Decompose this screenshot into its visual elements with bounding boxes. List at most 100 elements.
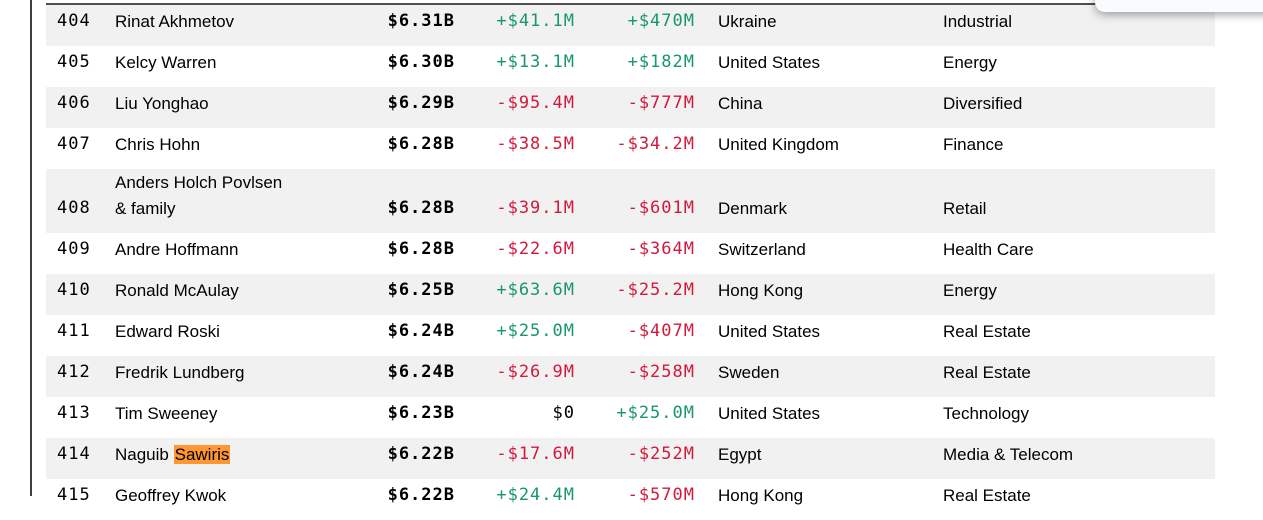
industry-cell: Health Care: [943, 239, 1034, 259]
rank-cell: 410: [57, 279, 91, 300]
daily-change-cell: -$38.5M: [496, 133, 575, 154]
country-cell: Hong Kong: [718, 485, 804, 505]
rank-cell: 413: [57, 402, 91, 423]
name-cell: Liu Yonghao: [115, 93, 209, 113]
name-cell: Andre Hoffmann: [115, 239, 239, 259]
name-cell: Edward Roski: [115, 321, 220, 341]
ytd-change-cell: -$777M: [627, 92, 695, 113]
ytd-change-cell: +$25.0M: [616, 402, 695, 423]
industry-cell: Media & Telecom: [943, 444, 1074, 464]
industry-cell: Industrial: [943, 11, 1012, 31]
daily-change-cell: -$17.6M: [496, 443, 575, 464]
ytd-change-cell: -$364M: [627, 238, 695, 259]
name-cell: Tim Sweeney: [115, 403, 218, 423]
industry-cell: Energy: [943, 52, 997, 72]
country-cell: United States: [718, 321, 821, 341]
daily-change-cell: -$95.4M: [496, 92, 575, 113]
industry-cell: Diversified: [943, 93, 1023, 113]
table-row[interactable]: 406 Liu Yonghao $6.29B -$95.4M -$777M China Di…: [46, 87, 1215, 128]
industry-cell: Real Estate: [943, 362, 1031, 382]
rank-cell: 412: [57, 361, 91, 382]
name-cell: Fredrik Lundberg: [115, 362, 245, 382]
industry-cell: Retail: [943, 198, 987, 218]
table-row[interactable]: 410 Ronald McAulay $6.25B +$63.6M -$25.2M Hon…: [46, 274, 1215, 315]
name-cell: Ronald McAulay: [115, 280, 239, 300]
country-cell: United Kingdom: [718, 134, 839, 154]
daily-change-cell: $0: [552, 402, 575, 423]
rank-cell: 415: [57, 484, 91, 505]
name-cell: Geoffrey Kwok: [115, 485, 227, 505]
name-cell: Chris Hohn: [115, 134, 201, 154]
daily-change-cell: +$41.1M: [496, 10, 575, 31]
net-worth-cell: $6.22B: [387, 443, 455, 464]
table-row[interactable]: 412 Fredrik Lundberg $6.24B -$26.9M -$258M Sw…: [46, 356, 1215, 397]
country-cell: Egypt: [718, 444, 762, 464]
net-worth-cell: $6.25B: [387, 279, 455, 300]
table-row[interactable]: 405 Kelcy Warren $6.30B +$13.1M +$182M United…: [46, 46, 1215, 87]
rank-cell: 407: [57, 133, 91, 154]
table-row[interactable]: 408 Anders Holch Povlsen & family $6.28B -$…: [46, 169, 1215, 233]
name-cell: Naguib Sawiris: [115, 438, 340, 479]
industry-cell: Technology: [943, 403, 1030, 423]
rank-cell: 411: [57, 320, 91, 341]
net-worth-cell: $6.28B: [387, 133, 455, 154]
industry-cell: Finance: [943, 134, 1004, 154]
net-worth-cell: $6.22B: [387, 484, 455, 505]
table-row[interactable]: 409 Andre Hoffmann $6.28B -$22.6M -$364M Swit…: [46, 233, 1215, 274]
window-edge-divider: [30, 0, 32, 496]
industry-cell: Energy: [943, 280, 997, 300]
net-worth-cell: $6.28B: [387, 238, 455, 259]
net-worth-cell: $6.28B: [387, 197, 455, 218]
table-row[interactable]: 404 Rinat Akhmetov $6.31B +$41.1M +$470M Ukra…: [46, 5, 1215, 46]
ytd-change-cell: -$258M: [627, 361, 695, 382]
daily-change-cell: +$63.6M: [496, 279, 575, 300]
country-cell: Hong Kong: [718, 280, 804, 300]
rank-cell: 405: [57, 51, 91, 72]
table-row[interactable]: 414 Naguib Sawiris $6.22B -$17.6M -$252M Egyp…: [46, 438, 1215, 479]
country-cell: China: [718, 93, 763, 113]
page: 404 Rinat Akhmetov $6.31B +$41.1M +$470M Ukra…: [30, 0, 1263, 505]
net-worth-cell: $6.24B: [387, 361, 455, 382]
net-worth-cell: $6.24B: [387, 320, 455, 341]
name-cell: Kelcy Warren: [115, 52, 217, 72]
ytd-change-cell: +$182M: [627, 51, 695, 72]
name-cell: Rinat Akhmetov: [115, 11, 235, 31]
daily-change-cell: +$25.0M: [496, 320, 575, 341]
ytd-change-cell: -$570M: [627, 484, 695, 505]
country-cell: United States: [718, 403, 821, 423]
daily-change-cell: +$24.4M: [496, 484, 575, 505]
daily-change-cell: -$22.6M: [496, 238, 575, 259]
daily-change-cell: +$13.1M: [496, 51, 575, 72]
table-row[interactable]: 411 Edward Roski $6.24B +$25.0M -$407M United…: [46, 315, 1215, 356]
daily-change-cell: -$39.1M: [496, 197, 575, 218]
table-row[interactable]: 415 Geoffrey Kwok $6.22B +$24.4M -$570M Hong …: [46, 479, 1215, 520]
ytd-change-cell: -$34.2M: [616, 133, 695, 154]
rank-cell: 408: [57, 197, 91, 218]
net-worth-cell: $6.31B: [387, 10, 455, 31]
billionaires-table: 404 Rinat Akhmetov $6.31B +$41.1M +$470M Ukra…: [46, 3, 1215, 520]
country-cell: Ukraine: [718, 11, 777, 31]
ytd-change-cell: -$252M: [627, 443, 695, 464]
name-text: Naguib Sawiris: [115, 444, 231, 464]
country-cell: Switzerland: [718, 239, 806, 259]
ytd-change-cell: -$601M: [627, 197, 695, 218]
table-row[interactable]: 413 Tim Sweeney $6.23B $0 +$25.0M United Stat…: [46, 397, 1215, 438]
industry-cell: Real Estate: [943, 485, 1031, 505]
country-cell: Sweden: [718, 362, 780, 382]
search-match-highlight: Sawiris: [173, 444, 231, 464]
net-worth-cell: $6.29B: [387, 92, 455, 113]
rank-cell: 404: [57, 10, 91, 31]
table-row[interactable]: 407 Chris Hohn $6.28B -$38.5M -$34.2M United …: [46, 128, 1215, 169]
net-worth-cell: $6.23B: [387, 402, 455, 423]
daily-change-cell: -$26.9M: [496, 361, 575, 382]
rank-cell: 406: [57, 92, 91, 113]
name-cell: Anders Holch Povlsen & family: [115, 173, 283, 218]
country-cell: Denmark: [718, 198, 787, 218]
country-cell: United States: [718, 52, 821, 72]
rank-cell: 414: [57, 443, 91, 464]
net-worth-cell: $6.30B: [387, 51, 455, 72]
floating-card[interactable]: [1095, 0, 1263, 12]
ytd-change-cell: -$25.2M: [616, 279, 695, 300]
ytd-change-cell: -$407M: [627, 320, 695, 341]
rank-cell: 409: [57, 238, 91, 259]
